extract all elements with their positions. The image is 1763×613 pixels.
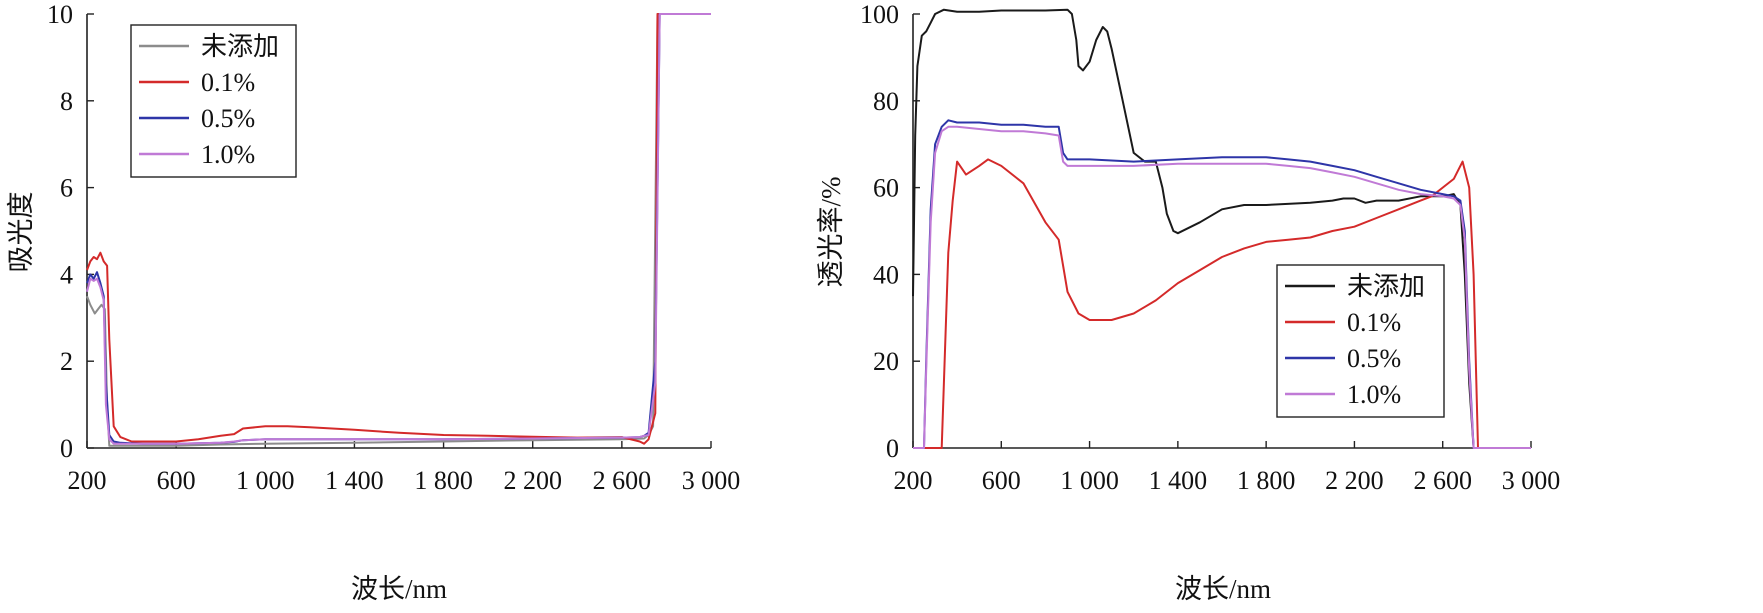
transmittance-x-tick-label: 600: [982, 466, 1021, 495]
transmittance-x-tick-label: 1 800: [1237, 466, 1296, 495]
absorbance-x-tick-label: 600: [157, 466, 196, 495]
absorbance-y-tick-label: 8: [60, 87, 73, 116]
transmittance-series-line-2: [913, 158, 1531, 449]
absorbance-x-tick-label: 2 600: [593, 466, 652, 495]
transmittance-y-axis-label: 透光率/%: [816, 177, 846, 288]
transmittance-x-tick-label: 2 600: [1413, 466, 1472, 495]
transmittance-legend-label: 0.1%: [1347, 308, 1401, 337]
absorbance-legend: 未添加 0.1% 0.5% 1.0%: [130, 24, 297, 178]
transmittance-x-tick-label: 2 200: [1325, 466, 1384, 495]
absorbance-chart: 0 2 4 6 8 10 200 600 1 000 1 400 1 800 2 200 2 600 3 …: [6, 0, 740, 604]
absorbance-x-tick-label: 3 000: [682, 466, 741, 495]
absorbance-legend-label: 1.0%: [201, 140, 255, 169]
absorbance-y-tick-label: 2: [60, 347, 73, 376]
transmittance-series-line-3: [913, 119, 1531, 449]
absorbance-y-tick-label: 10: [47, 0, 73, 29]
absorbance-legend-label: 未添加: [201, 32, 279, 61]
transmittance-legend: 未添加 0.1% 0.5% 1.0%: [1276, 264, 1445, 418]
absorbance-y-tick-label: 6: [60, 174, 73, 203]
transmittance-x-tick-label: 1 400: [1149, 466, 1208, 495]
absorbance-y-tick-label: 4: [60, 260, 73, 289]
absorbance-x-tick-label: 1 800: [414, 466, 473, 495]
absorbance-y-axis-label: 吸光度: [6, 192, 36, 273]
absorbance-legend-label: 0.1%: [201, 68, 255, 97]
transmittance-y-tick-label: 60: [873, 174, 899, 203]
transmittance-series-line-4: [913, 125, 1531, 449]
transmittance-y-tick-label: 100: [860, 0, 899, 29]
absorbance-x-tick-label: 2 200: [503, 466, 562, 495]
transmittance-legend-label: 未添加: [1347, 272, 1425, 301]
absorbance-y-tick-label: 0: [60, 434, 73, 463]
transmittance-y-tick-label: 0: [886, 434, 899, 463]
transmittance-x-tick-label: 1 000: [1060, 466, 1119, 495]
transmittance-y-tick-label: 20: [873, 347, 899, 376]
transmittance-x-tick-label: 200: [894, 466, 933, 495]
transmittance-legend-label: 0.5%: [1347, 344, 1401, 373]
transmittance-y-tick-label: 40: [873, 260, 899, 289]
transmittance-plot-area: 0 20 40 60 80 100 200 600 1 000 1 400 1 800 2 200 2 …: [860, 0, 1560, 495]
transmittance-x-axis-label: 波长/nm: [1175, 574, 1271, 604]
absorbance-x-tick-label: 200: [68, 466, 107, 495]
transmittance-legend-label: 1.0%: [1347, 380, 1401, 409]
absorbance-x-tick-label: 1 000: [236, 466, 295, 495]
absorbance-x-axis-label: 波长/nm: [351, 574, 447, 604]
absorbance-legend-label: 0.5%: [201, 104, 255, 133]
absorbance-plot-area: 0 2 4 6 8 10 200 600 1 000 1 400 1 800 2 200 2 600 3 …: [47, 0, 740, 495]
transmittance-x-tick-label: 3 000: [1502, 466, 1561, 495]
transmittance-y-tick-label: 80: [873, 87, 899, 116]
absorbance-series-line-2: [86, 13, 711, 445]
absorbance-series-line-4: [86, 13, 711, 445]
absorbance-legend-box: [130, 24, 297, 178]
absorbance-x-tick-label: 1 400: [325, 466, 384, 495]
transmittance-chart: 0 20 40 60 80 100 200 600 1 000 1 400 1 800 2 200 2 …: [816, 0, 1560, 604]
transmittance-legend-box: [1276, 264, 1445, 418]
